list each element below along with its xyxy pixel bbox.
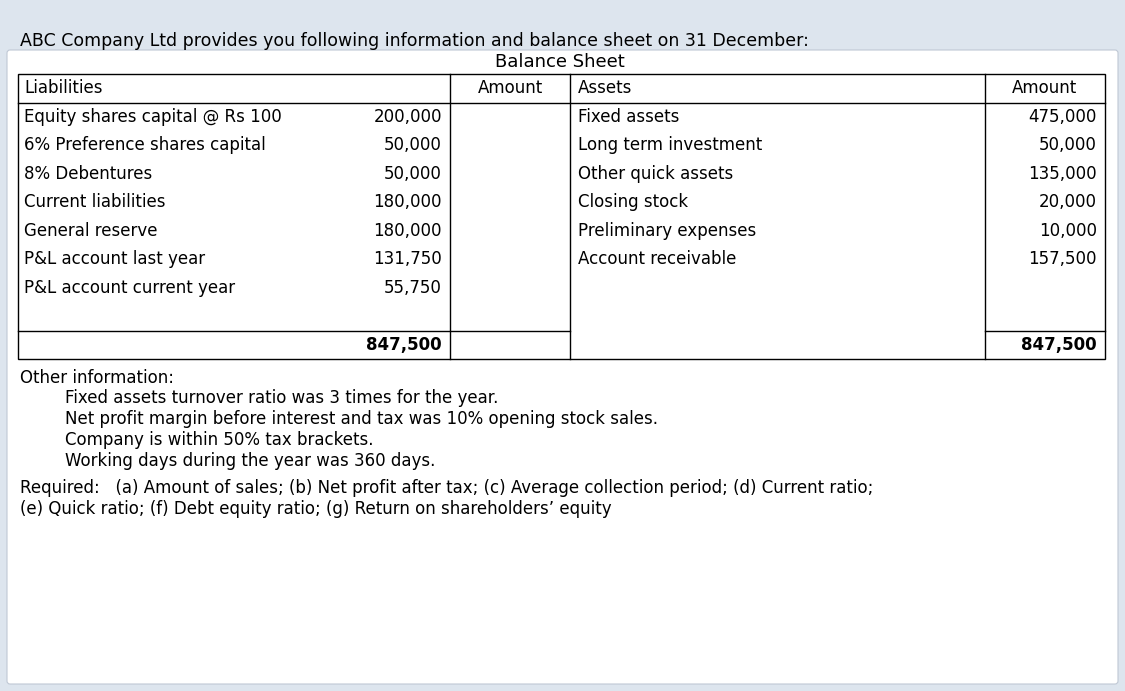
Text: Current liabilities: Current liabilities [24, 193, 165, 211]
Text: P&L account last year: P&L account last year [24, 250, 205, 268]
Text: Fixed assets: Fixed assets [578, 108, 680, 126]
Text: 50,000: 50,000 [384, 136, 442, 154]
Text: Equity shares capital @ Rs 100: Equity shares capital @ Rs 100 [24, 108, 281, 126]
Text: 6% Preference shares capital: 6% Preference shares capital [24, 136, 266, 154]
Text: Assets: Assets [578, 79, 632, 97]
Text: 180,000: 180,000 [374, 222, 442, 240]
Text: 131,750: 131,750 [374, 250, 442, 268]
Text: Other quick assets: Other quick assets [578, 164, 734, 182]
Text: Balance Sheet: Balance Sheet [495, 53, 624, 71]
FancyBboxPatch shape [7, 50, 1118, 684]
Text: Other information:: Other information: [20, 369, 174, 387]
Text: 10,000: 10,000 [1040, 222, 1097, 240]
Text: Working days during the year was 360 days.: Working days during the year was 360 day… [65, 452, 435, 470]
Text: 157,500: 157,500 [1028, 250, 1097, 268]
Text: Amount: Amount [477, 79, 542, 97]
Text: Required:   (a) Amount of sales; (b) Net profit after tax; (c) Average collectio: Required: (a) Amount of sales; (b) Net p… [20, 479, 873, 497]
Text: Liabilities: Liabilities [24, 79, 102, 97]
Bar [18, 74, 1105, 359]
Text: Closing stock: Closing stock [578, 193, 688, 211]
Text: Long term investment: Long term investment [578, 136, 763, 154]
Text: Net profit margin before interest and tax was 10% opening stock sales.: Net profit margin before interest and ta… [65, 410, 658, 428]
Text: P&L account current year: P&L account current year [24, 278, 235, 296]
Text: ABC Company Ltd provides you following information and balance sheet on 31 Decem: ABC Company Ltd provides you following i… [20, 32, 809, 50]
Text: 847,500: 847,500 [367, 336, 442, 354]
Text: Company is within 50% tax brackets.: Company is within 50% tax brackets. [65, 431, 374, 449]
Text: 50,000: 50,000 [384, 164, 442, 182]
Text: Preliminary expenses: Preliminary expenses [578, 222, 756, 240]
Text: 135,000: 135,000 [1028, 164, 1097, 182]
Text: 180,000: 180,000 [374, 193, 442, 211]
Text: Account receivable: Account receivable [578, 250, 737, 268]
Text: 8% Debentures: 8% Debentures [24, 164, 152, 182]
Text: 55,750: 55,750 [384, 278, 442, 296]
Text: 20,000: 20,000 [1040, 193, 1097, 211]
Text: 475,000: 475,000 [1028, 108, 1097, 126]
Text: Amount: Amount [1012, 79, 1078, 97]
Text: 847,500: 847,500 [1022, 336, 1097, 354]
Text: Fixed assets turnover ratio was 3 times for the year.: Fixed assets turnover ratio was 3 times … [65, 389, 498, 407]
Text: 200,000: 200,000 [374, 108, 442, 126]
Text: General reserve: General reserve [24, 222, 158, 240]
Text: 50,000: 50,000 [1040, 136, 1097, 154]
Text: (e) Quick ratio; (f) Debt equity ratio; (g) Return on shareholders’ equity: (e) Quick ratio; (f) Debt equity ratio; … [20, 500, 612, 518]
